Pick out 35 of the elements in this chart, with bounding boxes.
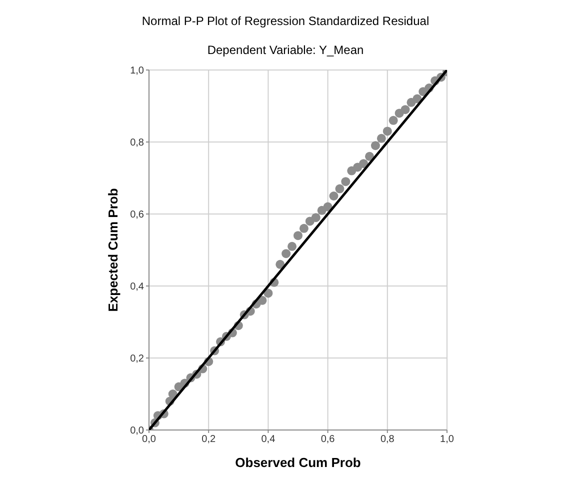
y-tick-label: 0,4 xyxy=(130,282,144,293)
y-axis-title: Expected Cum Prob xyxy=(106,188,120,312)
x-tick-label: 0,8 xyxy=(380,434,395,446)
point xyxy=(376,134,386,143)
point xyxy=(168,390,178,398)
point xyxy=(412,94,422,104)
point xyxy=(388,116,398,125)
point xyxy=(335,184,344,194)
x-tick-label: 1,0 xyxy=(440,434,454,446)
chart-title: Normal P-P Plot of Regression Standardized Residual xyxy=(140,14,430,28)
point xyxy=(365,152,374,161)
point xyxy=(276,260,285,269)
x-axis-title: Observed Cum Prob xyxy=(234,455,362,470)
point xyxy=(400,105,410,114)
point xyxy=(341,177,350,186)
point xyxy=(258,296,267,305)
point xyxy=(329,192,338,200)
y-tick-label: 0,8 xyxy=(130,138,144,149)
y-tick-label: 0,0 xyxy=(130,426,144,437)
y-tick-label: 0,6 xyxy=(130,210,144,221)
point xyxy=(382,126,392,136)
point xyxy=(288,242,297,251)
point xyxy=(299,224,308,233)
x-tick-label: 0,4 xyxy=(261,434,276,446)
x-tick-label: 0,2 xyxy=(202,434,216,446)
x-tick-label: 0,6 xyxy=(320,434,336,446)
chart-subtitle: Dependent Variable: Y_Mean xyxy=(206,43,365,57)
point xyxy=(294,231,302,240)
point xyxy=(370,141,380,150)
point xyxy=(359,159,368,168)
y-tick-label: 0,2 xyxy=(130,354,144,365)
y-tick-label: 1,0 xyxy=(130,66,144,77)
x-tick-label: 0,0 xyxy=(142,434,156,446)
point xyxy=(311,213,320,222)
point xyxy=(282,249,291,258)
